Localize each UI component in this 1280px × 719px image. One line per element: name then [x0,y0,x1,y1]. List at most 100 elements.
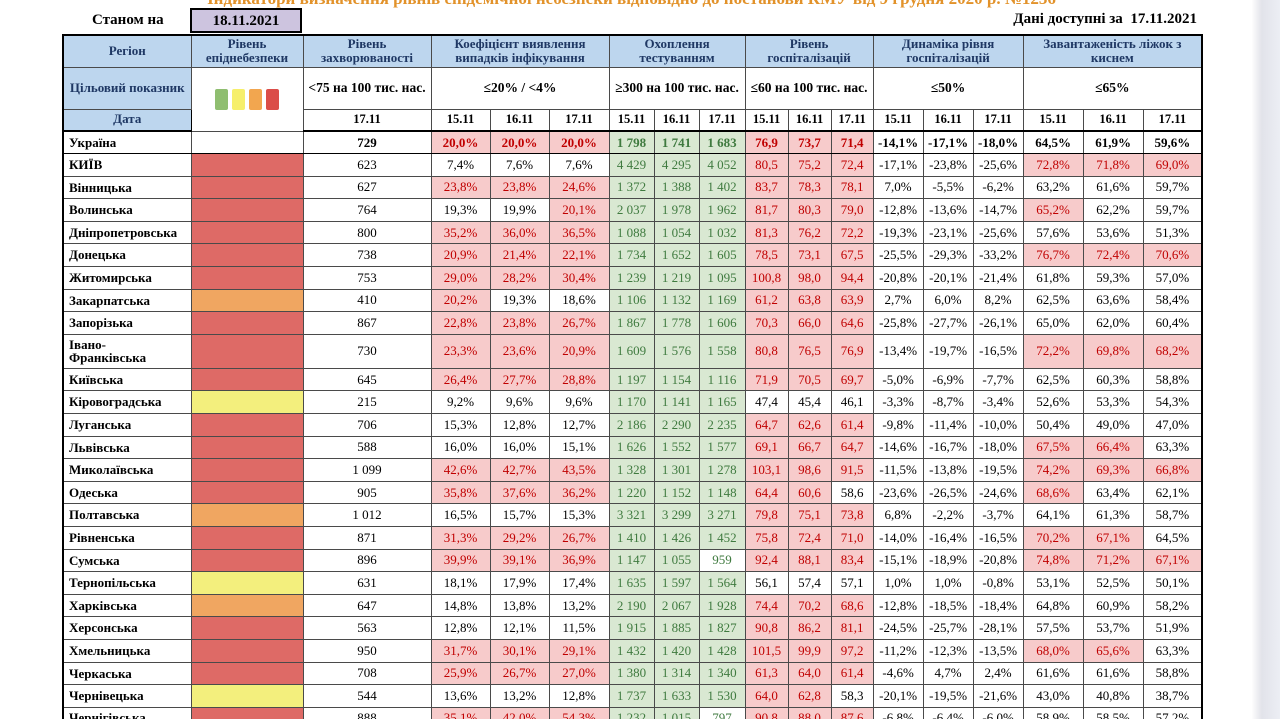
beds-value: 58,4% [1142,288,1203,313]
incidence-value: 410 [302,288,432,313]
danger-level-cell [190,571,304,595]
table-row: Кіровоградська 215 9,2% 9,6% 9,6% 1 170 1 141 1… [62,390,1203,415]
hospitalization-value: 67,5 [830,243,874,268]
dynamics-value: -6,9% [922,367,974,392]
beds-value: 64,5% [1142,526,1203,550]
hospitalization-value: 83,7 [744,175,789,200]
detection-value: 26,7% [548,526,610,550]
beds-value: 68,0% [1022,638,1084,663]
region-cell: Вінницька [62,175,192,200]
dynamics-value: -2,2% [922,503,974,527]
dynamics-value: 1,0% [922,571,974,595]
detection-value: 13,2% [489,684,550,708]
hospitalization-value: 62,6 [787,413,832,437]
detection-value: 35,2% [430,220,491,245]
detection-value: 36,0% [489,220,550,245]
beds-value: 61,6% [1082,661,1144,686]
dynamics-value: -14,0% [872,526,924,550]
danger-level-cell [190,480,304,505]
dynamics-value: 8,2% [972,288,1024,313]
dynamics-value: 1,0% [872,571,924,595]
dynamics-value: -12,8% [872,198,924,222]
table-row: Херсонська 563 12,8% 12,1% 11,5% 1 915 1 885 1 … [62,616,1203,640]
testing-value: 1 741 [653,130,700,155]
detection-value: 12,1% [489,616,550,640]
dynamics-value: -20,1% [922,266,974,290]
beds-value: 64,8% [1022,593,1084,618]
incidence-value: 706 [302,413,432,437]
incidence-value: 738 [302,243,432,268]
legend-square-orange [249,88,262,110]
testing-value: 1 420 [653,638,700,663]
beds-value: 60,4% [1142,311,1203,335]
table-row: Київська 645 26,4% 27,7% 28,8% 1 197 1 154 1 11… [62,367,1203,392]
table-row: Запорізька 867 22,8% 23,8% 26,7% 1 867 1 778 1 … [62,311,1203,335]
dynamics-value: -12,8% [872,593,924,618]
beds-value: 66,4% [1082,435,1144,460]
beds-value: 53,6% [1082,220,1144,245]
col-header-danger-level: Рівень епіднебезпеки [190,34,304,68]
danger-level-cell [190,175,304,200]
hospitalization-value: 76,9 [830,333,874,369]
beds-value: 58,5% [1082,706,1144,719]
beds-value: 62,5% [1022,367,1084,392]
region-cell: Чернігівська [62,706,192,719]
detection-value: 20,0% [548,130,610,155]
beds-value: 58,7% [1142,503,1203,527]
testing-value: 1 597 [653,571,700,595]
testing-value: 1 652 [653,243,700,268]
hospitalization-value: 98,0 [787,266,832,290]
beds-value: 71,2% [1082,548,1144,573]
dynamics-value: -6,8% [872,706,924,719]
detection-value: 7,6% [489,153,550,177]
hospitalization-value: 61,3 [744,661,789,686]
danger-level-cell [190,661,304,686]
testing-value: 1 683 [698,130,746,155]
region-cell: Хмельницька [62,638,192,663]
beds-value: 63,2% [1022,175,1084,200]
col-header-hospitalization: Рівень госпіталізацій [744,34,874,68]
danger-level-cell [190,593,304,618]
incidence-value: 905 [302,480,432,505]
beds-value: 74,2% [1022,458,1084,482]
beds-value: 67,5% [1022,435,1084,460]
hospitalization-value: 78,3 [787,175,832,200]
table-row: Львівська 588 16,0% 16,0% 15,1% 1 626 1 552 1 5… [62,435,1203,460]
testing-value: 1 232 [608,706,655,719]
incidence-value: 563 [302,616,432,640]
dynamics-value: 2,4% [972,661,1024,686]
detection-value: 42,6% [430,458,491,482]
detection-value: 11,5% [548,616,610,640]
incidence-value: 631 [302,571,432,595]
beds-value: 51,3% [1142,220,1203,245]
table-row: Чернівецька 544 13,6% 13,2% 12,8% 1 737 1 633 1… [62,684,1203,708]
hospitalization-value: 64,7 [830,435,874,460]
data-available-date: 17.11.2021 [1130,11,1197,27]
dynamics-value: -18,4% [972,593,1024,618]
dynamics-value: -16,4% [922,526,974,550]
detection-value: 9,6% [489,390,550,415]
detection-value: 12,8% [548,684,610,708]
beds-value: 57,2% [1142,706,1203,719]
detection-value: 29,2% [489,526,550,550]
region-cell: Миколаївська [62,458,192,482]
hospitalization-value: 83,4 [830,548,874,573]
detection-value: 37,6% [489,480,550,505]
hospitalization-value: 81,7 [744,198,789,222]
dynamics-value: -6,0% [972,706,1024,719]
detection-value: 9,2% [430,390,491,415]
detection-value: 12,8% [430,616,491,640]
region-cell: Харківська [62,593,192,618]
danger-level-cell [190,684,304,708]
detection-value: 19,3% [430,198,491,222]
region-cell: Донецька [62,243,192,268]
col-header-detection: Коефіцієнт виявлення випадків інфікуванн… [430,34,610,68]
dynamics-value: -8,7% [922,390,974,415]
table-row: Волинська 764 19,3% 19,9% 20,1% 2 037 1 978 1 9… [62,198,1203,222]
region-cell: Запорізька [62,311,192,335]
hospitalization-value: 76,9 [744,130,789,155]
dynamics-value: -18,9% [922,548,974,573]
window-scrollbar[interactable] [1252,0,1280,719]
table-row: Хмельницька 950 31,7% 30,1% 29,1% 1 432 1 420 1… [62,638,1203,663]
testing-value: 1 426 [653,526,700,550]
